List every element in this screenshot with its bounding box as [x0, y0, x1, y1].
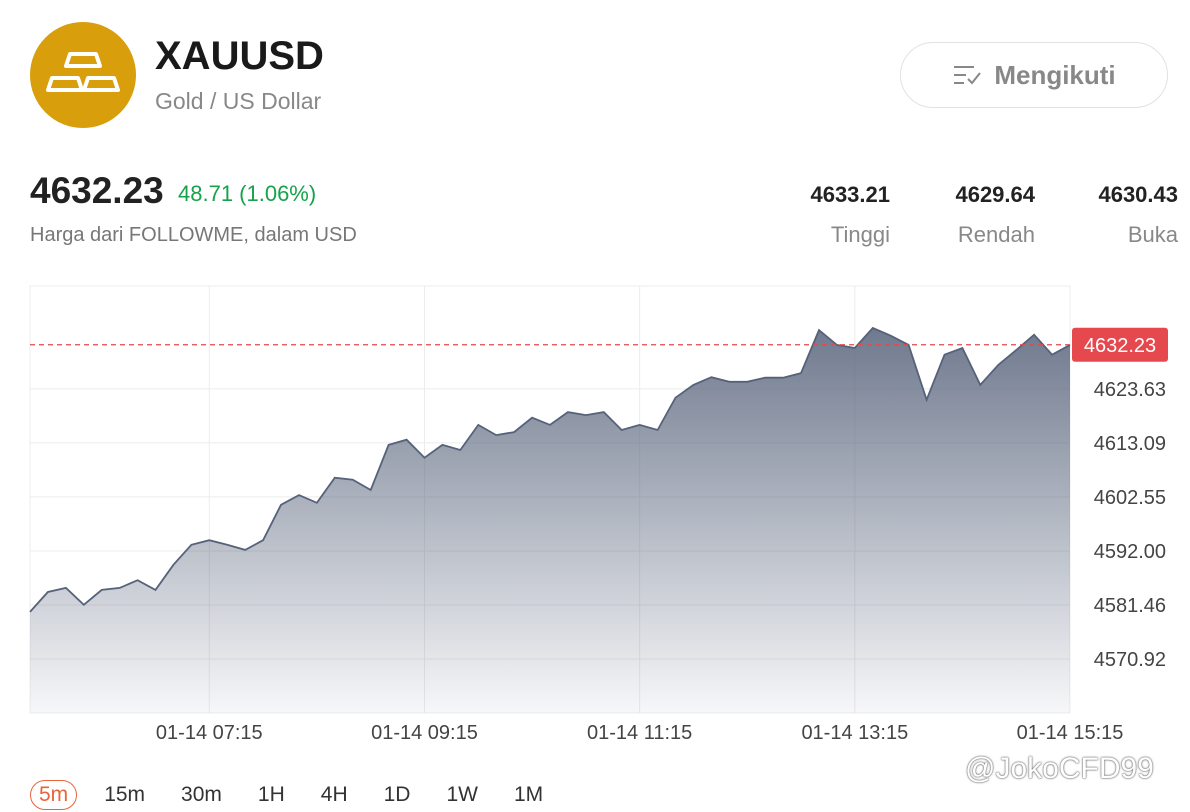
- timeframe-bar: 5m 15m 30m 1H 4H 1D 1W 1M: [30, 780, 552, 810]
- symbol-subtitle: Gold / US Dollar: [155, 88, 322, 114]
- stat-value: 4633.21: [810, 182, 890, 207]
- stat-value: 4629.64: [955, 182, 1035, 207]
- y-tick-label: 4613.09: [1094, 433, 1166, 455]
- y-tick-label: 4592.00: [1094, 541, 1166, 563]
- timeframe[interactable]: 30m: [181, 783, 222, 806]
- chart: 4570.92 4581.46 4592.00 4602.55 4613.09 4623.…: [29, 285, 1168, 744]
- x-tick-label: 01-14 07:15: [156, 722, 263, 744]
- x-tick-label: 01-14 15:15: [1017, 722, 1124, 744]
- timeframe[interactable]: 1D: [383, 783, 411, 806]
- stat-label: Buka: [1127, 222, 1178, 247]
- stat-label: Rendah: [957, 222, 1035, 247]
- stat: 4630.43 Buka: [1098, 182, 1178, 248]
- timeframe[interactable]: 1H: [257, 783, 285, 806]
- x-tick-label: 01-14 11:15: [587, 722, 692, 744]
- stat-label: Tinggi: [830, 222, 890, 247]
- line: [29, 326, 1071, 613]
- follow-icon: [954, 66, 982, 85]
- x-tick-label: 01-14 13:15: [801, 722, 908, 744]
- symbol-title: XAUUSD: [155, 34, 324, 78]
- follow-label: Mengikuti: [994, 59, 1116, 90]
- price-source: Harga dari FOLLOWME, dalam USD: [30, 224, 357, 246]
- stat: 4629.64 Rendah: [955, 182, 1035, 248]
- stat: 4633.21 Tinggi: [810, 182, 890, 248]
- y-tick-label: 4581.46: [1094, 595, 1166, 617]
- gold-icon: [30, 22, 136, 128]
- follow-button[interactable]: Mengikuti: [900, 42, 1168, 108]
- last-price-label: 4632.23: [1084, 335, 1156, 357]
- timeframe[interactable]: 15m: [104, 783, 146, 806]
- watermark: @JokoCFD99: [965, 752, 1154, 785]
- x-tick-label: 01-14 09:15: [371, 722, 478, 744]
- y-tick-label: 4623.63: [1094, 379, 1166, 401]
- area: [30, 328, 1070, 713]
- price-change: 48.71 (1.06%): [178, 181, 317, 206]
- last-price-box: [1072, 327, 1168, 362]
- timeframe[interactable]: 1M: [513, 783, 544, 806]
- timeframe[interactable]: 4H: [320, 783, 348, 806]
- timeframe[interactable]: 5m: [30, 780, 78, 810]
- timeframe[interactable]: 1W: [446, 783, 478, 806]
- y-tick-label: 4570.92: [1094, 649, 1166, 671]
- y-tick-label: 4602.55: [1094, 487, 1166, 509]
- price: 4632.23: [30, 170, 164, 211]
- stat-value: 4630.43: [1098, 182, 1178, 207]
